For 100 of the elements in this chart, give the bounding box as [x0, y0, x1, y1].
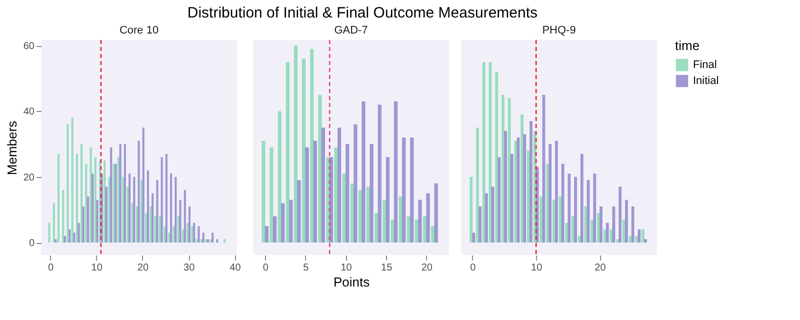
bar [610, 229, 613, 243]
bar [555, 140, 558, 243]
bar [117, 157, 120, 243]
x-tick-label: 10 [91, 262, 103, 274]
x-tick-label: 5 [303, 262, 310, 274]
bar [386, 157, 390, 243]
x-tick-label: 10 [340, 262, 352, 274]
bar [476, 128, 479, 243]
bar [191, 226, 194, 243]
bar [156, 180, 158, 243]
bar [606, 222, 609, 243]
x-tick-label: 30 [184, 262, 196, 274]
bar [179, 200, 182, 243]
bar [122, 176, 124, 243]
legend-label: Initial [693, 75, 719, 87]
bar [124, 144, 126, 243]
bar [110, 147, 112, 243]
bar [126, 186, 129, 243]
bar [200, 239, 203, 243]
bar [216, 239, 218, 243]
bar [431, 226, 435, 243]
bar [565, 222, 568, 243]
bar [504, 130, 507, 243]
bar [313, 140, 317, 243]
bar [574, 176, 577, 243]
bar [402, 137, 406, 243]
bar [382, 200, 386, 243]
legend-title: time [675, 38, 700, 53]
bar [482, 62, 486, 243]
bar [224, 239, 226, 243]
bar [470, 176, 473, 243]
bar [502, 94, 504, 243]
bar [644, 239, 647, 243]
x-tick-label: 0 [48, 262, 54, 274]
bar [642, 229, 644, 243]
bar [278, 111, 282, 243]
bar [536, 167, 539, 243]
bar [394, 101, 398, 243]
legend-label: Final [693, 59, 717, 71]
bar [289, 200, 293, 243]
bar [164, 226, 166, 243]
bar [418, 200, 422, 243]
bar [270, 147, 274, 243]
bar [635, 236, 638, 243]
y-tick-label: 40 [23, 106, 35, 118]
bar [76, 154, 78, 243]
x-tick-label: 40 [230, 262, 242, 274]
bar [510, 154, 514, 243]
bar [631, 206, 634, 243]
bar [378, 104, 382, 243]
bar [264, 226, 269, 243]
bar [338, 128, 342, 243]
bar [82, 206, 84, 243]
bar [104, 160, 106, 243]
bar [354, 124, 358, 243]
y-tick-label: 0 [28, 238, 35, 250]
bar [491, 186, 494, 243]
x-tick-label: 0 [470, 262, 476, 274]
bar [334, 147, 338, 243]
bar [57, 154, 60, 243]
bar [92, 174, 94, 243]
x-axis-title: Points [333, 274, 370, 290]
y-tick-label: 20 [23, 172, 35, 184]
bar [145, 212, 148, 243]
bar [321, 128, 326, 243]
bar [616, 239, 619, 243]
bar [150, 206, 152, 243]
bar [170, 174, 172, 243]
bar [54, 239, 57, 243]
y-tick-label: 60 [23, 41, 35, 52]
bar [64, 236, 66, 243]
bar [305, 147, 309, 243]
x-tick-label: 20 [137, 262, 149, 274]
chart-title: PHQ-9 [542, 24, 576, 36]
text: Distribution of Initial & Final Outcome Measurements [187, 4, 538, 22]
bar [202, 232, 204, 243]
bar [119, 144, 122, 243]
bar [48, 222, 50, 243]
x-tick-label: 20 [594, 262, 606, 274]
bar [168, 232, 170, 243]
bar [434, 183, 438, 243]
x-tick-label: 10 [531, 262, 543, 274]
bar [548, 144, 552, 243]
bar [193, 222, 196, 243]
bar [580, 154, 584, 243]
bar [152, 193, 154, 243]
bar [262, 140, 266, 243]
bar [96, 200, 98, 243]
bar [128, 174, 131, 243]
bar [593, 174, 596, 243]
bar [520, 114, 524, 243]
y-axis-title: Members [4, 120, 20, 176]
bar [478, 206, 482, 243]
bar [346, 144, 350, 243]
bar [66, 124, 69, 243]
bar [618, 186, 622, 243]
bar [186, 222, 189, 243]
bar [138, 140, 140, 243]
bar [68, 229, 71, 243]
bar [133, 176, 136, 243]
